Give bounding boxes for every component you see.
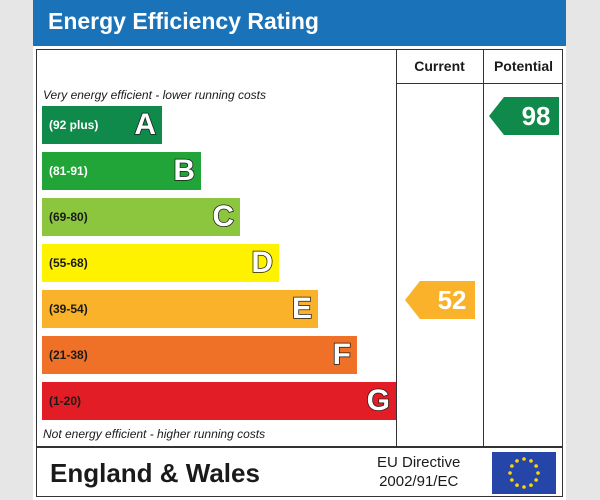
band-c: (69-80) C xyxy=(42,198,240,236)
band-letter-e: E xyxy=(291,291,313,326)
chart-title: Energy Efficiency Rating xyxy=(48,8,319,34)
directive-line2: 2002/91/EC xyxy=(379,473,459,490)
band-letter-a: A xyxy=(134,107,157,142)
band-letter-f: F xyxy=(332,337,352,372)
column-header-current: Current xyxy=(414,58,465,74)
eu-directive: EU Directive 2002/91/EC xyxy=(377,453,460,491)
potential-rating-arrow: 98 xyxy=(488,97,559,135)
divider-current xyxy=(396,50,397,446)
potential-rating-value: 98 xyxy=(521,101,551,131)
band-letter-b: B xyxy=(173,153,196,188)
eu-star xyxy=(529,459,533,463)
band-range-b: (81-91) xyxy=(49,164,88,178)
band-range-d: (55-68) xyxy=(49,256,88,270)
current-rating-value: 52 xyxy=(437,285,467,315)
directive-line1: EU Directive xyxy=(377,454,461,471)
header-divider xyxy=(396,83,562,84)
current-rating-arrow: 52 xyxy=(404,281,475,319)
band-letter-d: D xyxy=(251,245,274,280)
rating-grid: Current Potential Very energy efficient … xyxy=(36,49,563,447)
band-d: (55-68) D xyxy=(42,244,279,282)
potential-arrow-shape xyxy=(488,97,559,135)
eu-star xyxy=(508,471,512,475)
eu-flag-icon xyxy=(492,452,556,494)
eu-star xyxy=(522,457,526,461)
caption-efficient: Very energy efficient - lower running co… xyxy=(43,88,266,102)
band-range-g: (1-20) xyxy=(49,394,82,408)
region-label: England & Wales xyxy=(50,458,260,488)
title-bar: Energy Efficiency Rating xyxy=(33,0,566,46)
eu-star xyxy=(522,485,526,489)
band-letter-g: G xyxy=(366,383,391,418)
eu-star xyxy=(536,471,540,475)
band-a: (92 plus) A xyxy=(42,106,162,144)
band-e: (39-54) E xyxy=(42,290,318,328)
eu-star xyxy=(529,483,533,487)
band-f: (21-38) F xyxy=(42,336,357,374)
eu-star xyxy=(515,459,519,463)
eu-star xyxy=(534,478,538,482)
divider-potential xyxy=(483,50,484,446)
footer: England & Wales EU Directive 2002/91/EC xyxy=(36,447,563,497)
epc-chart: Energy Efficiency Rating Current Potenti… xyxy=(33,0,566,500)
band-range-a: (92 plus) xyxy=(49,118,99,132)
band-letter-c: C xyxy=(212,199,235,234)
column-header-potential: Potential xyxy=(493,58,554,74)
band-range-c: (69-80) xyxy=(49,210,88,224)
band-b: (81-91) B xyxy=(42,152,201,190)
band-range-e: (39-54) xyxy=(49,302,88,316)
caption-inefficient: Not energy efficient - higher running co… xyxy=(43,427,266,441)
eu-flag-stars xyxy=(508,457,540,489)
band-g: (1-20) G xyxy=(42,382,396,420)
eu-star xyxy=(510,464,514,468)
band-range-f: (21-38) xyxy=(49,348,88,362)
current-arrow-shape xyxy=(404,281,475,319)
eu-star xyxy=(510,478,514,482)
eu-star xyxy=(534,464,538,468)
eu-star xyxy=(515,483,519,487)
